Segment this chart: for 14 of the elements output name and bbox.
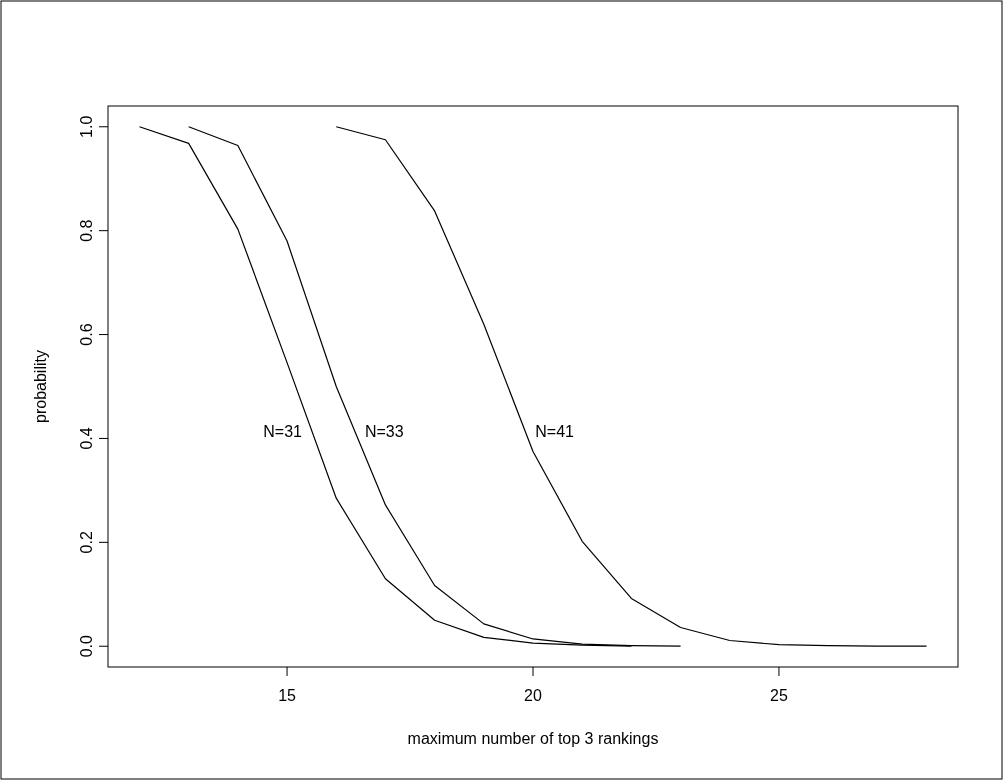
series-label: N=31 <box>263 422 303 440</box>
y-tick-label: 0.8 <box>78 219 95 242</box>
x-tick-label: 20 <box>524 687 542 704</box>
series-label: N=33 <box>364 422 404 440</box>
y-tick-label: 0.2 <box>78 531 95 554</box>
x-tick-label: 25 <box>770 687 788 704</box>
y-tick-label: 0.0 <box>78 635 95 658</box>
x-tick-label: 15 <box>278 687 297 704</box>
y-tick-label: 1.0 <box>78 115 95 138</box>
series-label: N=41 <box>535 422 575 440</box>
y-tick-label: 0.4 <box>78 427 95 450</box>
y-axis-title: probability <box>32 350 49 423</box>
y-tick-label: 0.6 <box>78 323 95 346</box>
x-axis-title: maximum number of top 3 rankings <box>407 730 659 747</box>
